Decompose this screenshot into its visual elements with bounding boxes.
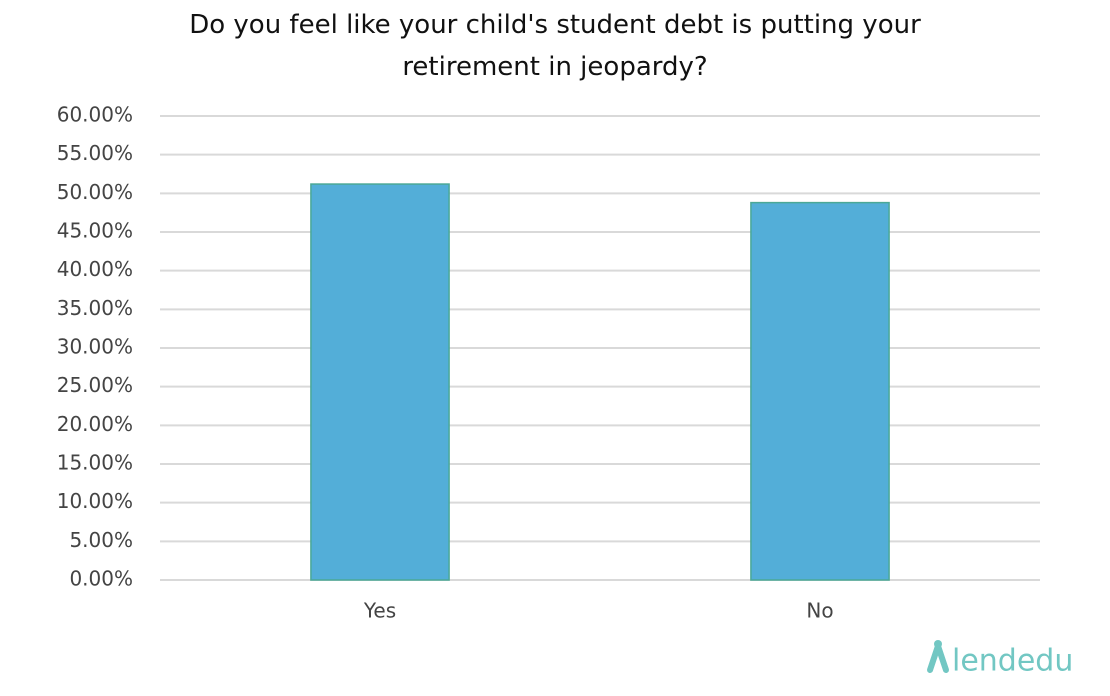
y-tick-label: 30.00% — [57, 335, 133, 359]
y-tick-label: 5.00% — [69, 528, 133, 552]
y-tick-label: 25.00% — [57, 373, 133, 397]
y-tick-label: 10.00% — [57, 489, 133, 513]
y-tick-label: 35.00% — [57, 296, 133, 320]
logo-icon — [927, 640, 949, 673]
x-tick-label: No — [806, 599, 833, 623]
y-tick-label: 45.00% — [57, 219, 133, 243]
y-tick-label: 60.00% — [57, 103, 133, 127]
bar — [750, 201, 890, 581]
x-tick-label: Yes — [363, 599, 396, 623]
logo-text: lendedu — [952, 644, 1073, 679]
y-tick-label: 50.00% — [57, 180, 133, 204]
y-tick-label: 40.00% — [57, 257, 133, 281]
y-tick-label: 55.00% — [57, 141, 133, 165]
chart-title: Do you feel like your child's student de… — [189, 10, 921, 82]
bar — [310, 183, 450, 581]
y-tick-label: 15.00% — [57, 451, 133, 475]
y-tick-label: 20.00% — [57, 412, 133, 436]
y-tick-label: 0.00% — [69, 567, 133, 591]
